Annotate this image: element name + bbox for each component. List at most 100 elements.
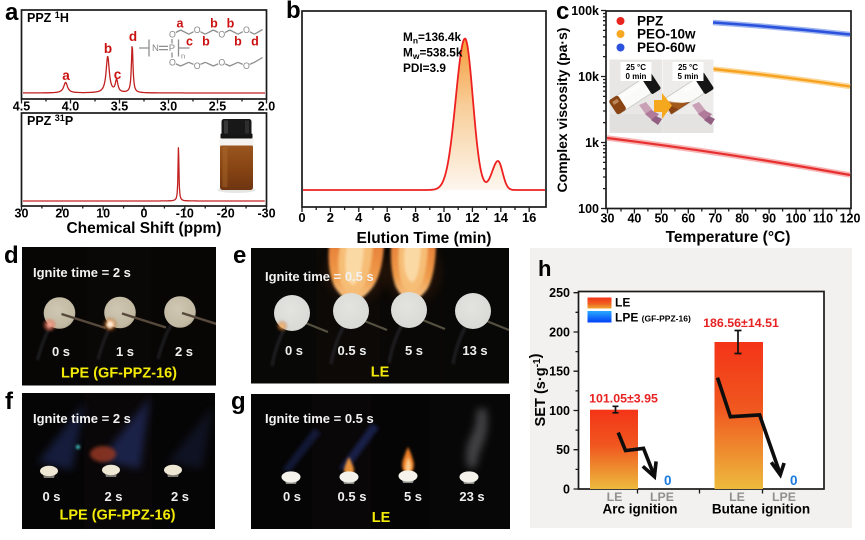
svg-text:Mw=538.5k: Mw=538.5k: [403, 46, 463, 61]
svg-text:N: N: [152, 43, 159, 54]
svg-text:PPZ 1H: PPZ 1H: [27, 10, 69, 25]
svg-text:5 s: 5 s: [404, 489, 422, 504]
svg-text:0: 0: [664, 473, 672, 488]
svg-text:SET (s·g-1): SET (s·g-1): [528, 353, 549, 426]
svg-text:8: 8: [412, 210, 419, 225]
svg-text:100: 100: [578, 202, 599, 216]
svg-text:2: 2: [327, 210, 334, 225]
svg-text:LPE (GF-PPZ-16): LPE (GF-PPZ-16): [59, 508, 175, 524]
svg-text:Ignite time = 2 s: Ignite time = 2 s: [33, 265, 131, 280]
svg-text:4: 4: [355, 210, 363, 225]
svg-text:30: 30: [15, 207, 29, 221]
svg-text:40: 40: [627, 212, 641, 226]
svg-text:100: 100: [786, 212, 807, 226]
svg-text:2 s: 2 s: [104, 489, 122, 504]
svg-text:LE: LE: [607, 490, 623, 504]
svg-text:0 s: 0 s: [285, 343, 303, 358]
svg-text:PEO-60w: PEO-60w: [637, 40, 696, 55]
svg-text:d: d: [129, 29, 137, 44]
svg-text:f: f: [5, 388, 14, 415]
svg-text:Mn=136.4k: Mn=136.4k: [403, 30, 461, 45]
svg-text:70: 70: [708, 212, 722, 226]
svg-text:Temperature (°C): Temperature (°C): [666, 229, 791, 246]
svg-text:P: P: [169, 43, 175, 54]
svg-text:d: d: [251, 35, 259, 49]
svg-text:b: b: [227, 17, 235, 31]
svg-text:PPZ 31P: PPZ 31P: [27, 113, 73, 128]
svg-text:0 s: 0 s: [283, 489, 301, 504]
svg-text:50: 50: [556, 443, 570, 457]
svg-text:O: O: [169, 29, 176, 39]
svg-text:LPE: LPE: [772, 490, 796, 504]
svg-text:b: b: [202, 35, 210, 49]
svg-text:Complex viscosity (pa·s): Complex viscosity (pa·s): [554, 28, 570, 193]
svg-text:0: 0: [790, 473, 798, 488]
svg-text:4.0: 4.0: [62, 100, 79, 114]
svg-text:b: b: [104, 41, 112, 56]
svg-text:Chemical Shift (ppm): Chemical Shift (ppm): [66, 220, 221, 237]
svg-text:Ignite time = 0.5 s: Ignite time = 0.5 s: [265, 269, 374, 284]
svg-text:LPE (GF-PPZ-16): LPE (GF-PPZ-16): [61, 366, 177, 382]
svg-text:PEO-10w: PEO-10w: [637, 27, 696, 42]
svg-text:14: 14: [494, 210, 509, 225]
svg-text:b: b: [234, 35, 242, 49]
svg-text:-30: -30: [257, 207, 275, 221]
svg-text:200: 200: [549, 326, 570, 340]
svg-text:1 s: 1 s: [116, 344, 134, 359]
svg-text:2.5: 2.5: [209, 100, 226, 114]
svg-text:23 s: 23 s: [459, 489, 484, 504]
svg-text:0 s: 0 s: [42, 489, 60, 504]
svg-text:101.05±3.95: 101.05±3.95: [589, 391, 658, 405]
svg-text:50: 50: [654, 212, 668, 226]
svg-text:5 min: 5 min: [678, 72, 699, 81]
svg-text:h: h: [538, 256, 551, 281]
svg-text:a: a: [62, 68, 70, 83]
svg-text:3.0: 3.0: [160, 100, 177, 114]
svg-text:b: b: [286, 0, 301, 24]
svg-text:0: 0: [141, 207, 148, 221]
svg-text:13 s: 13 s: [462, 343, 487, 358]
svg-text:2 s: 2 s: [175, 344, 193, 359]
svg-text:10: 10: [96, 207, 110, 221]
svg-text:LPE: LPE: [650, 490, 674, 504]
svg-text:Arc ignition: Arc ignition: [603, 502, 678, 517]
svg-text:c: c: [186, 35, 193, 49]
svg-text:10: 10: [437, 210, 451, 225]
svg-text:0 min: 0 min: [626, 72, 647, 81]
svg-text:0 s: 0 s: [52, 344, 70, 359]
svg-text:Elution Time (min): Elution Time (min): [357, 230, 492, 247]
svg-text:25 °C: 25 °C: [678, 63, 698, 72]
svg-text:5 s: 5 s: [405, 343, 423, 358]
svg-text:1k: 1k: [585, 136, 599, 150]
svg-text:186.56±14.51: 186.56±14.51: [703, 316, 779, 330]
svg-text:LE: LE: [371, 365, 390, 381]
svg-text:O: O: [243, 25, 250, 35]
svg-text:d: d: [4, 242, 19, 269]
svg-text:90: 90: [762, 212, 776, 226]
svg-text:80: 80: [735, 212, 749, 226]
svg-text:3.5: 3.5: [111, 100, 128, 114]
svg-text:O: O: [169, 57, 176, 67]
svg-text:20: 20: [55, 207, 69, 221]
svg-text:0.5 s: 0.5 s: [338, 343, 367, 358]
svg-text:110: 110: [813, 212, 833, 226]
svg-text:n: n: [181, 52, 185, 61]
svg-text:Butane ignition: Butane ignition: [712, 502, 810, 517]
svg-text:30: 30: [601, 212, 615, 226]
svg-text:100k: 100k: [571, 4, 599, 18]
svg-text:O: O: [194, 61, 201, 71]
svg-text:a: a: [5, 0, 19, 26]
svg-text:LE: LE: [372, 510, 391, 526]
svg-text:0: 0: [563, 483, 570, 497]
svg-text:b: b: [210, 17, 218, 31]
svg-text:2.0: 2.0: [258, 100, 275, 114]
svg-text:250: 250: [549, 286, 570, 300]
svg-text:60: 60: [681, 212, 695, 226]
svg-text:12: 12: [465, 210, 479, 225]
svg-text:6: 6: [384, 210, 391, 225]
svg-text:c: c: [556, 0, 569, 25]
svg-text:PDI=3.9: PDI=3.9: [403, 61, 446, 75]
svg-text:4.5: 4.5: [13, 100, 30, 114]
svg-text:2 s: 2 s: [171, 489, 189, 504]
svg-text:16: 16: [522, 210, 536, 225]
